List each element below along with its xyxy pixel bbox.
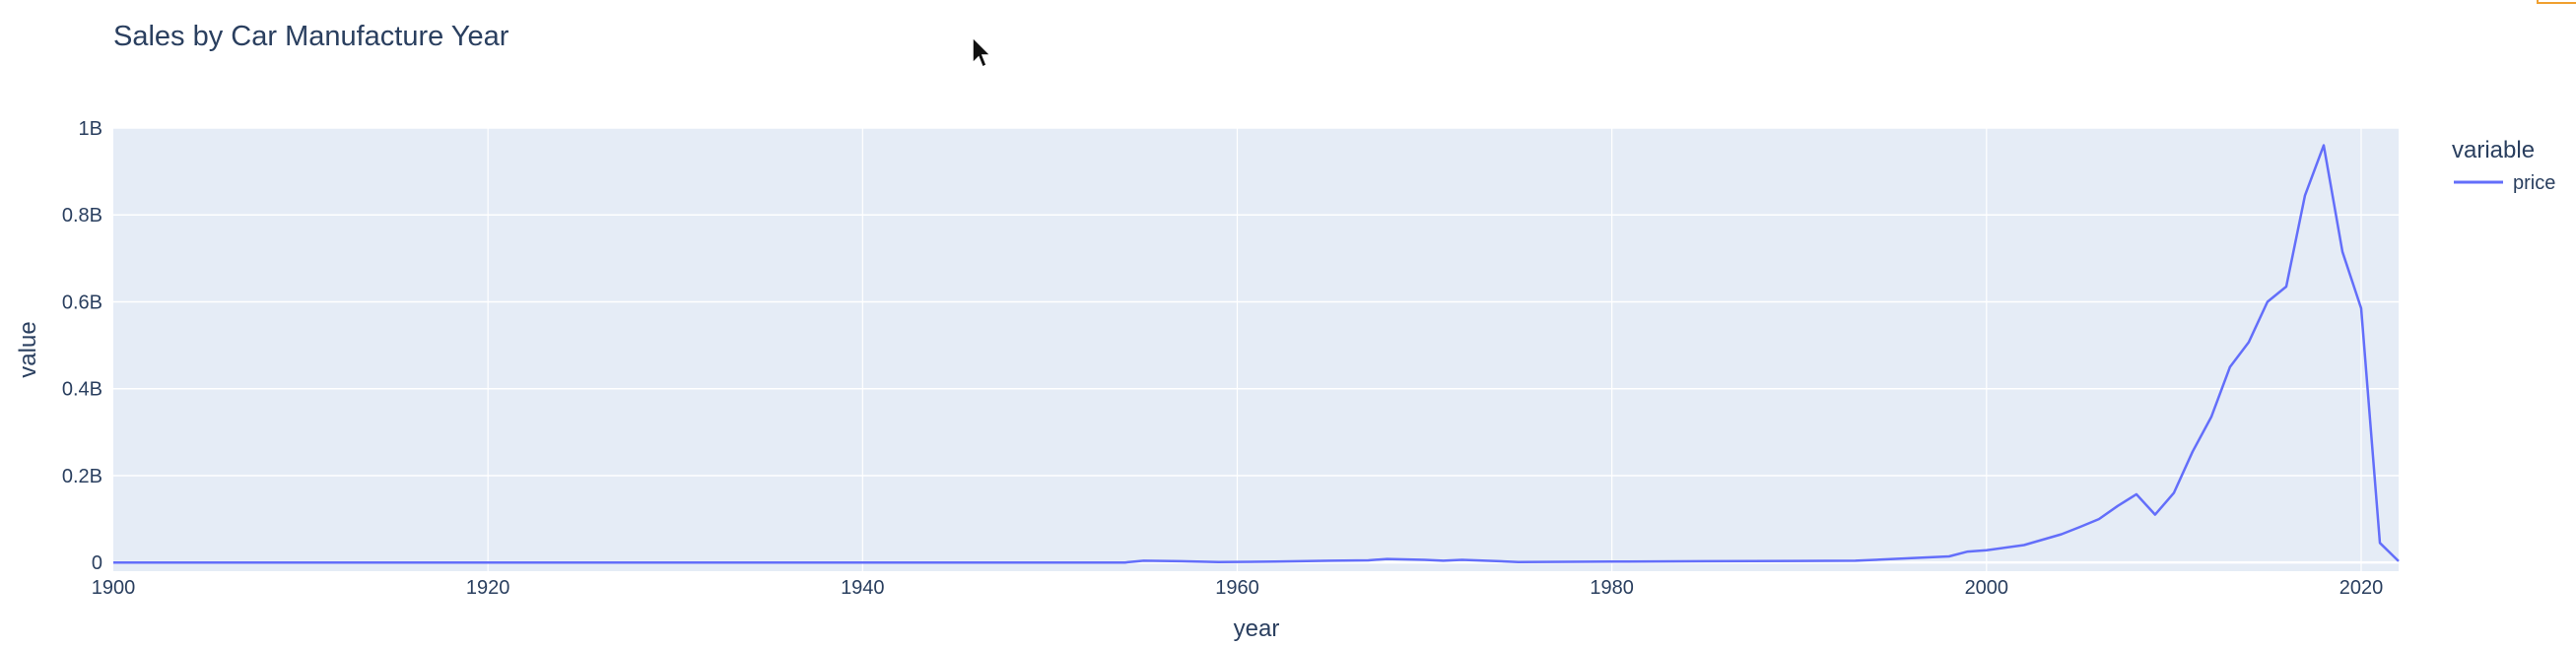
y-tick-label: 0.4B	[62, 379, 102, 401]
legend-title: variable	[2452, 137, 2535, 163]
chart-title: Sales by Car Manufacture Year	[113, 21, 509, 52]
x-tick-label: 1940	[841, 577, 885, 599]
x-tick-label: 1980	[1590, 577, 1634, 599]
corner-marker	[2537, 0, 2576, 4]
x-tick-label: 2000	[1965, 577, 2009, 599]
y-tick-label: 0.2B	[62, 466, 102, 487]
legend[interactable]: variable price	[2452, 137, 2555, 194]
x-gridlines	[487, 128, 2362, 571]
x-tick-labels: 1900 1920 1940 1960 1980 2000 2020	[92, 577, 2383, 599]
y-tick-label: 0.8B	[62, 205, 102, 226]
y-tick-label: 0	[92, 552, 102, 574]
y-tick-labels: 0 0.2B 0.4B 0.6B 0.8B 1B	[62, 118, 102, 574]
series-layer	[113, 144, 2400, 564]
legend-item-price[interactable]: price	[2454, 172, 2555, 194]
x-tick-label: 1920	[466, 577, 510, 599]
series-line-price	[113, 144, 2400, 564]
x-tick-label: 2020	[2339, 577, 2384, 599]
legend-items[interactable]: price	[2454, 172, 2555, 194]
x-axis-label: year	[1234, 615, 1280, 642]
x-tick-label: 1960	[1215, 577, 1259, 599]
plot-background	[113, 128, 2399, 571]
y-tick-label: 0.6B	[62, 291, 102, 313]
y-tick-label: 1B	[79, 118, 102, 140]
mouse-cursor-icon	[972, 35, 992, 69]
x-tick-label: 1900	[92, 577, 136, 599]
y-axis-label: value	[15, 321, 41, 377]
legend-label: price	[2513, 172, 2555, 194]
